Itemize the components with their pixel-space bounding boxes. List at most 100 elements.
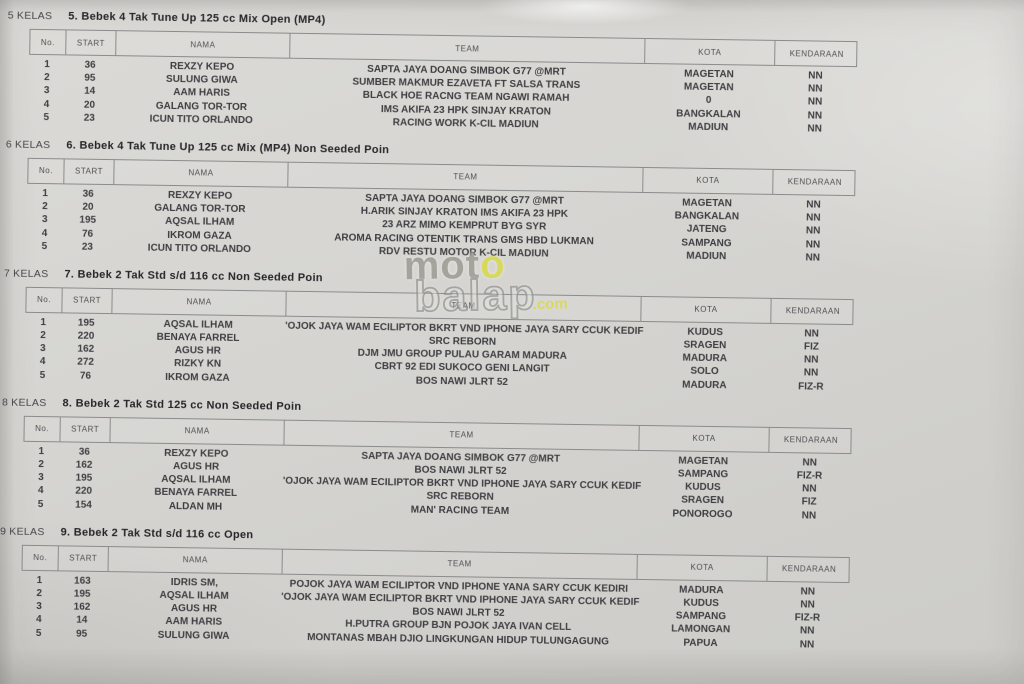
class-word: KELAS bbox=[9, 525, 45, 538]
cell-start: 20 bbox=[82, 201, 94, 213]
cell-kendaraan: NN bbox=[799, 625, 815, 637]
class-title: 8. Bebek 2 Tak Std 125 cc Non Seeded Poi… bbox=[62, 397, 302, 413]
cell-start: 272 bbox=[77, 357, 95, 369]
cell-nama: ICUN TITO ORLANDO bbox=[149, 113, 253, 126]
class-word: KELAS bbox=[11, 396, 47, 409]
column-header-no: No. bbox=[26, 287, 63, 313]
cell-kota: PONOROGO bbox=[672, 508, 733, 520]
cell-no: 3 bbox=[36, 601, 42, 613]
cell-start: 36 bbox=[84, 59, 96, 71]
entry-table: No. START NAMA TEAM KOTA KENDARAAN 1 195 AQSA… bbox=[24, 286, 854, 394]
cell-no: 5 bbox=[35, 627, 42, 639]
column-header-start: START bbox=[62, 288, 113, 313]
entry-list-page: 5 KELAS 5. Bebek 4 Tak Tune Up 125 cc Mix … bbox=[0, 9, 1000, 652]
cell-no: 5 bbox=[37, 498, 44, 510]
cell-kendaraan: FIZ bbox=[803, 341, 820, 353]
entry-table: No. START NAMA TEAM KOTA KENDARAAN 1 163 IDRI… bbox=[21, 544, 850, 652]
cell-start: 162 bbox=[75, 459, 93, 471]
class-title: 9. Bebek 2 Tak Std s/d 116 cc Open bbox=[60, 526, 254, 541]
cell-start: 195 bbox=[73, 588, 91, 600]
cell-start: 95 bbox=[75, 628, 88, 640]
cell-no: 1 bbox=[38, 445, 45, 457]
cell-no: 5 bbox=[41, 240, 48, 252]
class-number: 6 bbox=[5, 138, 13, 151]
cell-no: 3 bbox=[39, 343, 46, 355]
cell-kendaraan: FIZ-R bbox=[797, 380, 824, 393]
class-title: 6. Bebek 4 Tak Tune Up 125 cc Mix (MP4) … bbox=[66, 139, 390, 157]
column-header-kota: KOTA bbox=[637, 554, 768, 581]
column-header-kota: KOTA bbox=[645, 38, 776, 65]
cell-kota: MADIUN bbox=[686, 250, 727, 262]
cell-kendaraan: NN bbox=[806, 199, 821, 211]
cell-kota: MADURA bbox=[682, 379, 727, 391]
cell-no: 2 bbox=[36, 587, 43, 600]
cell-no: 4 bbox=[37, 485, 44, 497]
cell-kendaraan: FIZ-R bbox=[796, 470, 823, 482]
column-header-start: START bbox=[64, 159, 115, 185]
class-number: 9 bbox=[0, 525, 7, 538]
cell-kendaraan: NN bbox=[807, 96, 823, 108]
cell-no: 5 bbox=[43, 111, 50, 123]
cell-kendaraan: NN bbox=[808, 70, 823, 82]
cell-start: 23 bbox=[81, 241, 93, 253]
column-header-nama: NAMA bbox=[114, 160, 289, 187]
cell-kendaraan: NN bbox=[800, 599, 815, 611]
cell-no: 4 bbox=[41, 227, 48, 239]
cell-no: 1 bbox=[44, 59, 50, 71]
cell-start: 195 bbox=[79, 214, 97, 227]
cell-kendaraan: NN bbox=[807, 109, 823, 122]
cell-kendaraan: NN bbox=[800, 586, 816, 598]
cell-start: 36 bbox=[82, 188, 94, 200]
column-header-no: No. bbox=[24, 416, 61, 442]
entry-table: No. START NAMA TEAM KOTA KENDARAAN 1 36 REXZY… bbox=[28, 28, 858, 136]
column-header-kota: KOTA bbox=[639, 425, 770, 452]
cell-start: 23 bbox=[83, 112, 95, 124]
class-section: 6 KELAS 6. Bebek 4 Tak Tune Up 125 cc Mix … bbox=[0, 138, 998, 267]
column-header-nama: NAMA bbox=[110, 417, 285, 445]
table-body: 1 163 IDRIS SM, POJOK JAYA WAM ECILIPTOR… bbox=[21, 574, 850, 652]
class-section: 5 KELAS 5. Bebek 4 Tak Tune Up 125 cc Mix … bbox=[0, 9, 1000, 138]
cell-kendaraan: NN bbox=[805, 225, 821, 237]
column-header-kota: KOTA bbox=[641, 296, 772, 323]
cell-start: 195 bbox=[77, 317, 95, 329]
column-header-no: No. bbox=[28, 158, 65, 184]
cell-start: 95 bbox=[84, 72, 96, 85]
cell-start: 195 bbox=[75, 472, 93, 485]
table-body: 1 36 REXZY KEPO SAPTA JAYA DOANG SIMBOK … bbox=[28, 58, 857, 136]
cell-start: 14 bbox=[84, 86, 96, 98]
cell-start: 36 bbox=[78, 446, 90, 458]
cell-start: 20 bbox=[83, 99, 96, 111]
cell-start: 76 bbox=[79, 370, 92, 382]
cell-kendaraan: NN bbox=[802, 457, 818, 469]
cell-no: 1 bbox=[36, 574, 43, 586]
cell-kendaraan: FIZ bbox=[801, 496, 817, 508]
cell-kendaraan: NN bbox=[805, 252, 821, 264]
column-header-nama: NAMA bbox=[108, 546, 283, 574]
column-header-kendaraan: KENDARAAN bbox=[789, 48, 844, 59]
class-word: KELAS bbox=[14, 138, 51, 152]
cell-no: 4 bbox=[43, 98, 50, 110]
cell-start: 76 bbox=[81, 228, 94, 240]
column-header-no: No. bbox=[22, 545, 59, 571]
cell-start: 220 bbox=[75, 485, 93, 498]
column-header-start: START bbox=[66, 30, 117, 56]
cell-no: 4 bbox=[35, 614, 42, 626]
cell-start: 220 bbox=[77, 330, 95, 342]
table-body: 1 36 REXZY KEPO SAPTA JAYA DOANG SIMBOK … bbox=[22, 445, 851, 523]
column-header-kendaraan: KENDARAAN bbox=[781, 564, 837, 575]
cell-nama: IKROM GAZA bbox=[165, 371, 230, 384]
class-title: 7. Bebek 2 Tak Std s/d 116 cc Non Seeded… bbox=[64, 268, 323, 285]
column-header-team: TEAM bbox=[286, 291, 642, 321]
cell-kendaraan: NN bbox=[803, 354, 819, 366]
class-number: 8 bbox=[1, 396, 9, 409]
cell-start: 154 bbox=[75, 499, 92, 511]
column-header-team: TEAM bbox=[290, 33, 646, 63]
cell-start: 162 bbox=[77, 343, 95, 356]
column-header-kendaraan: KENDARAAN bbox=[783, 435, 839, 446]
cell-no: 2 bbox=[42, 201, 48, 213]
column-header-team: TEAM bbox=[288, 162, 644, 192]
cell-no: 2 bbox=[38, 459, 44, 471]
cell-kota: MADIUN bbox=[688, 121, 729, 133]
cell-no: 5 bbox=[39, 369, 46, 381]
cell-kendaraan: NN bbox=[807, 83, 823, 95]
